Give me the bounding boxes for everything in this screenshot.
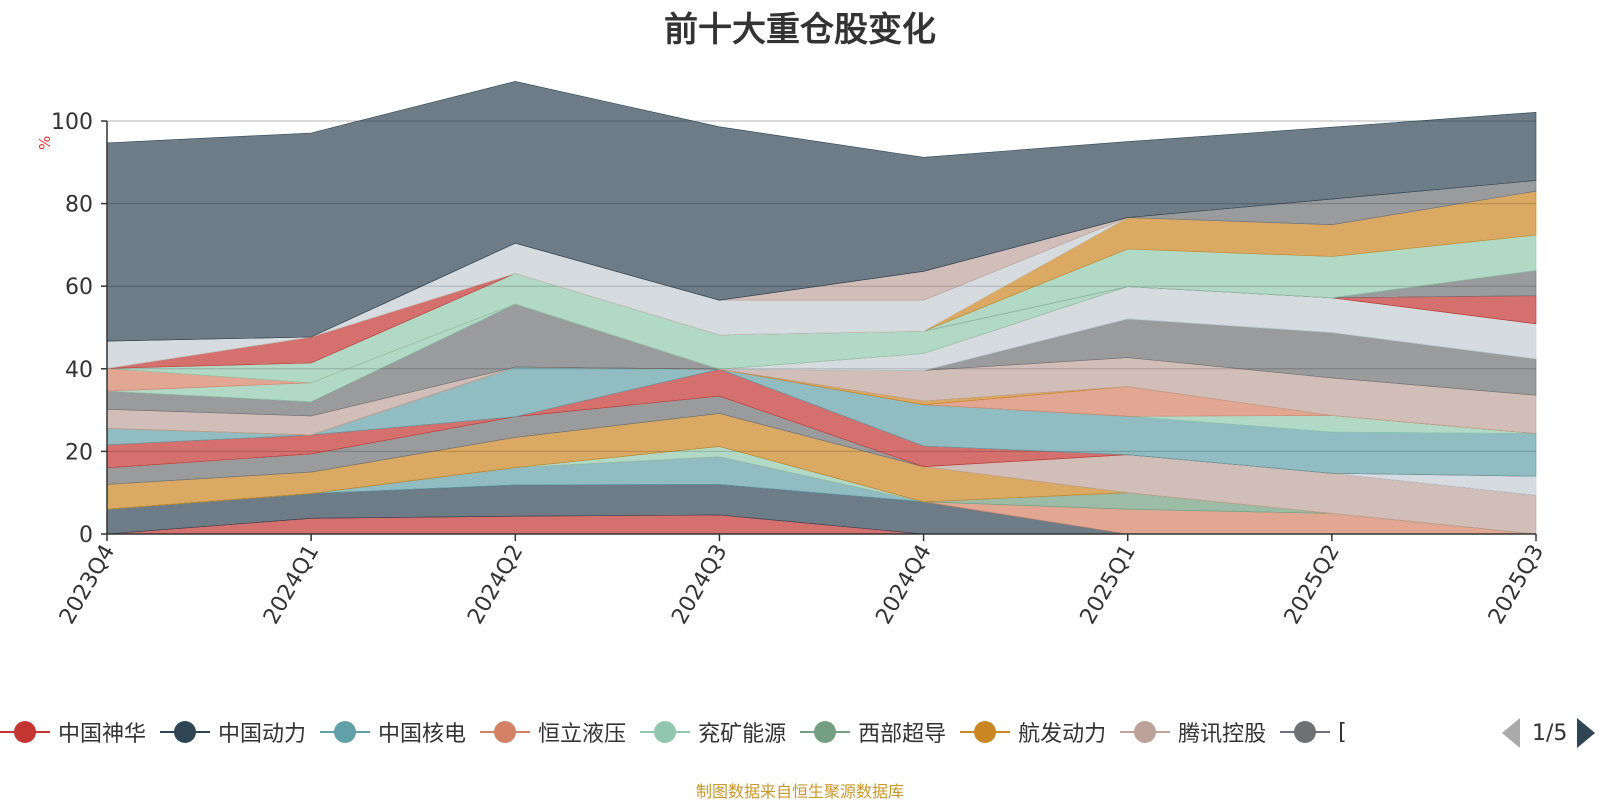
legend-label: 恒立液压 [538, 722, 627, 747]
legend-label: 西部超导 [858, 722, 947, 747]
legend-marker-dot [1294, 721, 1317, 743]
chart-title: 前十大重仓股变化 [664, 10, 936, 50]
legend-marker-icon [480, 720, 531, 744]
legend-item-6[interactable]: 航发动力 [960, 712, 1106, 752]
legend-marker-icon [960, 720, 1011, 744]
legend-item-0[interactable]: 中国神华 [0, 712, 146, 752]
legend: 中国神华 中国动力 中国核电 恒立液压 兖矿能源 西部超导 航发动力 腾讯控股 [ [0, 712, 1500, 752]
legend-marker-dot [974, 721, 997, 743]
x-tick-label-7: 2025Q3 [1484, 541, 1549, 629]
legend-label: 腾讯控股 [1178, 722, 1267, 747]
y-tick-label-0: 0 [79, 523, 93, 548]
y-tick-label-60: 60 [65, 275, 93, 300]
legend-marker-icon [320, 720, 371, 744]
legend-marker-icon [0, 720, 50, 744]
data-source-footer: 制图数据来自恒生聚源数据库 [695, 782, 904, 801]
legend-label: 中国核电 [378, 722, 467, 747]
x-tick-label-2: 2024Q2 [463, 541, 528, 629]
y-tick-label-80: 80 [65, 193, 93, 218]
legend-label: 兖矿能源 [698, 722, 787, 747]
legend-label: 中国动力 [218, 722, 307, 747]
x-tick-label-6: 2025Q2 [1280, 541, 1345, 629]
legend-marker-icon [1120, 720, 1171, 744]
legend-item-5[interactable]: 西部超导 [800, 712, 946, 752]
y-tick-label-100: 100 [51, 110, 93, 135]
legend-marker-dot [174, 721, 197, 743]
legend-marker-dot [814, 721, 837, 743]
legend-label: 航发动力 [1018, 722, 1107, 747]
legend-page-indicator: 1/5 [1532, 720, 1568, 746]
x-tick-label-0: 2023Q4 [55, 541, 120, 629]
legend-item-2[interactable]: 中国核电 [320, 712, 466, 752]
legend-marker-icon [160, 720, 211, 744]
legend-item-4[interactable]: 兖矿能源 [640, 712, 786, 752]
stacked-area-chart: 0 20 40 60 80 100 2023Q4 2024Q1 2024Q2 2024Q3 2024… [51, 81, 1549, 629]
x-tick-label-4: 2024Q4 [871, 541, 936, 629]
legend-marker-icon [1280, 720, 1331, 744]
legend-label: 中国神华 [58, 722, 147, 747]
legend-item-8[interactable]: [ [1280, 712, 1347, 752]
legend-label: [ [1338, 719, 1347, 745]
legend-marker-dot [1134, 721, 1157, 743]
legend-next-page-icon[interactable] [1577, 718, 1596, 748]
y-tick-label-20: 20 [65, 440, 93, 465]
legend-item-7[interactable]: 腾讯控股 [1120, 712, 1266, 752]
legend-marker-dot [14, 721, 36, 743]
x-tick-label-1: 2024Q1 [259, 541, 324, 629]
legend-marker-icon [800, 720, 851, 744]
area-series-28 [106, 81, 1537, 342]
legend-marker-dot [334, 721, 357, 743]
legend-pager: 1/5 [1500, 716, 1600, 750]
legend-marker-dot [494, 721, 517, 743]
legend-item-3[interactable]: 恒立液压 [480, 712, 626, 752]
legend-item-1[interactable]: 中国动力 [160, 712, 306, 752]
x-tick-label-5: 2025Q1 [1076, 541, 1141, 629]
x-tick-label-3: 2024Q3 [667, 541, 732, 629]
y-tick-label-40: 40 [65, 358, 93, 383]
legend-prev-page-icon[interactable] [1502, 718, 1520, 748]
legend-marker-dot [654, 721, 677, 743]
legend-marker-icon [640, 720, 691, 744]
